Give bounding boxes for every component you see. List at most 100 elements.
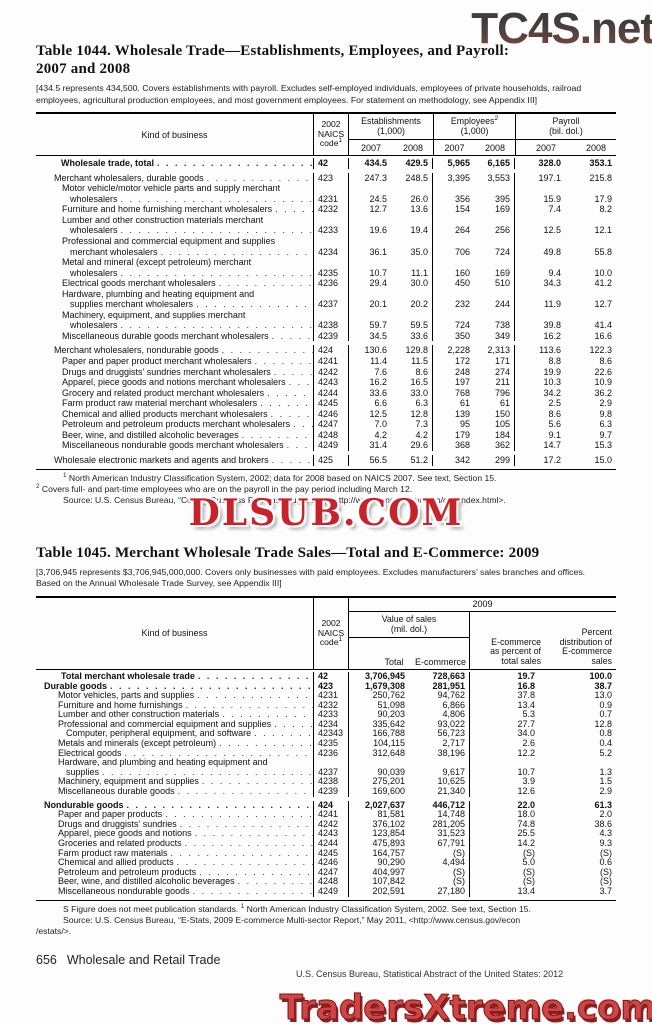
value-cell: 22.6: [594, 366, 612, 377]
dot-leader: . . . . . . . . . . . . . . . . . . . . …: [102, 767, 313, 777]
dot-leader: . . . . . . . . . . . . . . . . . . . . …: [197, 691, 313, 701]
value-cell: 22.0: [517, 799, 535, 810]
header-subcolumns: Value of sales (mil. dol.) Total E-comme…: [349, 611, 616, 669]
row-label-text: Lumber and other construction materials: [58, 709, 220, 720]
value-cell: (S): [523, 847, 535, 858]
value-cell: 3,553: [474, 172, 515, 184]
value-cell: 0.7: [599, 709, 612, 720]
group-line1: Employees2: [434, 115, 515, 127]
group-line2: (1,000): [377, 125, 405, 136]
table-row: Miscellaneous durable goods. . . . . . .…: [36, 786, 616, 797]
value-cell: 139: [454, 408, 470, 419]
value-cell: 2.6: [522, 738, 535, 749]
naics-code-cell: 4242: [313, 819, 349, 830]
value-cell: 19.9: [543, 366, 561, 377]
header-line: E-commerce: [562, 646, 612, 657]
row-label: Professional and commercial equipment an…: [36, 236, 313, 257]
row-label: Apparel, piece goods and notions. . . . …: [36, 829, 313, 839]
table-1044-note: [434.5 represents 434,500. Covers establ…: [36, 83, 582, 105]
watermark-middle: DLSUB.COM: [188, 492, 464, 534]
footnote-marker: 2: [36, 483, 40, 491]
value-cell: 8.2: [599, 204, 612, 215]
value-cell: 56.5: [369, 454, 387, 465]
dot-leader: . . . . . . . . . . . . . . . . . . . . …: [184, 839, 313, 848]
value-cell: 5,965: [447, 158, 470, 169]
value-cell: 12.7: [594, 299, 612, 310]
row-label: Motor vehicles, parts and supplies. . . …: [36, 690, 313, 701]
value-cell: 30.0: [391, 278, 433, 289]
value-cell: 328.0: [538, 158, 561, 169]
group-line2: (bil. dol.): [549, 125, 583, 136]
row-label-line: Chemical and allied products merchant wh…: [62, 409, 313, 420]
year-label: 2007: [535, 143, 556, 154]
value-cell: 171: [474, 356, 515, 367]
value-cell: 90,039: [377, 766, 405, 777]
table-row: Paper and paper product merchant wholesa…: [36, 356, 616, 367]
naics-code-cell: 424: [313, 345, 349, 357]
dot-leader: . . . . . . . . . . . . . . . . . . . . …: [206, 172, 313, 183]
dot-leader: . . . . . . . . . . . . . . . . . . . . …: [219, 739, 313, 749]
value-cell: 29.6: [391, 440, 433, 451]
naics-code-cell: 425: [313, 454, 349, 466]
row-label: Metals and minerals (except petroleum). …: [36, 738, 313, 749]
header-kind-of-business: Kind of business: [141, 129, 208, 140]
naics-code-cell: 4243: [313, 377, 349, 388]
table-row: Groceries and related products. . . . . …: [36, 838, 616, 849]
table-1044-body: Wholesale trade, total. . . . . . . . . …: [36, 156, 616, 470]
naics-code-cell: 4235: [313, 257, 349, 279]
table-1045-note: [3,706,945 represents $3,706,945,000,000…: [36, 566, 586, 589]
value-cell: 11.4: [370, 356, 387, 367]
row-label-line: Lumber and other construction materials.…: [58, 710, 313, 720]
value-cell: 12.5: [369, 408, 387, 419]
row-label: Professional and commercial equipment an…: [36, 719, 313, 730]
row-label-text: Apparel, piece goods and notions merchan…: [62, 377, 286, 388]
value-cell: 12.7: [369, 204, 387, 215]
dot-leader: . . . . . . . . . . . . . . . . . . . . …: [260, 398, 313, 409]
value-cell: 129.8: [391, 345, 433, 357]
table-row: Durable goods. . . . . . . . . . . . . .…: [36, 681, 616, 692]
naics-line-text: code: [319, 138, 339, 149]
dot-leader: . . . . . . . . . . . . . . . . . . . . …: [218, 278, 313, 289]
footnote-text: Covers full- and part-time employees who…: [41, 483, 413, 494]
value-cell: 14.7: [543, 440, 561, 451]
naics-code-cell: 4235: [313, 738, 349, 749]
dot-leader: . . . . . . . . . . . . . . . . . . . . …: [275, 204, 313, 215]
dot-leader: . . . . . . . . . . . . . . . . . . . . …: [237, 877, 313, 887]
header-line: sales: [591, 656, 612, 667]
naics-line: 2002: [321, 119, 341, 130]
header-kind-of-business: Kind of business: [141, 628, 208, 639]
value-cell: 107,842: [372, 876, 405, 887]
value-cell: 41.4: [594, 320, 612, 331]
row-label: Miscellaneous durable goods merchant who…: [36, 331, 313, 342]
row-label-line: merchant wholesalers. . . . . . . . . . …: [62, 247, 313, 258]
row-label-text: Computer, peripheral equipment, and soft…: [66, 728, 252, 739]
naics-code-cell: 4243: [313, 829, 349, 839]
naics-code-cell: 423: [313, 172, 349, 184]
value-cell: 376,102: [372, 818, 405, 829]
table-row: Beer, wine, and distilled alcoholic beve…: [36, 877, 616, 887]
table-1045: Kind of business 2002 NAICS code1 2009 V…: [36, 595, 616, 901]
value-cell: 12.6: [517, 786, 535, 797]
naics-code-cell: 4245: [313, 398, 349, 409]
header-2009-span: 2009 Value of sales (mil. dol.) Total E-…: [349, 598, 616, 669]
value-cell: 17.2: [543, 454, 561, 465]
header-line: E-commerce: [491, 636, 541, 647]
header-group-value-of-sales: Value of sales (mil. dol.) Total E-comme…: [349, 611, 470, 669]
naics-code-cell: 4244: [313, 838, 349, 849]
table-1045-title: Table 1045. Merchant Wholesale Trade Sal…: [36, 544, 540, 561]
value-cell: 0.9: [599, 699, 612, 710]
row-label-line: Metals and minerals (except petroleum). …: [58, 738, 313, 749]
row-label-text: Motor vehicle/motor vehicle parts and su…: [62, 183, 281, 194]
footnote-marker: 1: [63, 471, 67, 479]
group-line2: (1,000): [460, 125, 489, 136]
row-label-text: Nondurable goods: [44, 799, 124, 810]
dot-leader: . . . . . . . . . . . . . . . . . . . . …: [221, 345, 313, 356]
header-line: total sales: [501, 656, 541, 667]
row-label: Miscellaneous nondurable goods merchant …: [36, 440, 313, 451]
value-cell: 9.4: [548, 267, 561, 278]
row-label-text: Petroleum and petroleum products merchan…: [62, 419, 291, 430]
value-cell: 434.5: [364, 158, 387, 169]
row-label-line: Farm product raw materials. . . . . . . …: [58, 848, 313, 859]
value-cell: 36.2: [594, 387, 612, 398]
value-cell: 8.6: [391, 366, 433, 378]
